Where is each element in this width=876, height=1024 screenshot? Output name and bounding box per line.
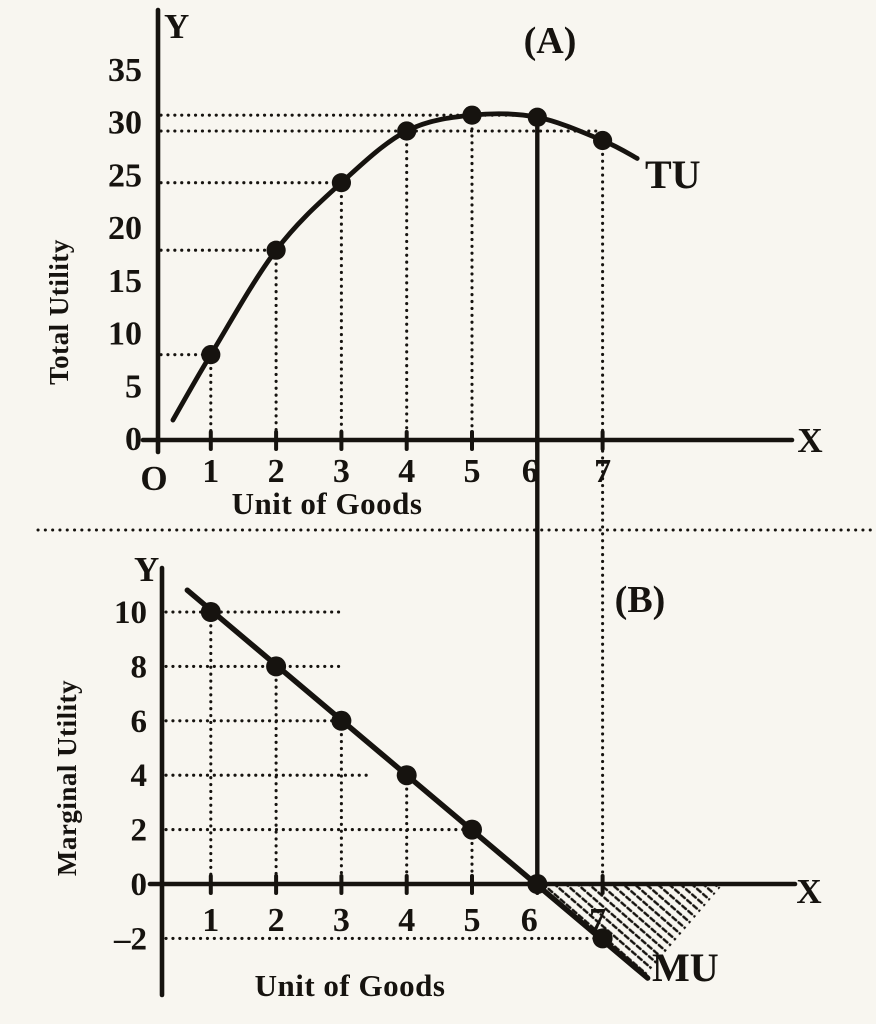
b-ytick-6: 6 (131, 704, 148, 740)
mu-point-x2 (266, 656, 287, 677)
dotted-guide-lines (36, 113, 874, 940)
negative-utility-hatch-region (537, 884, 724, 976)
a-ytick-10: 10 (108, 316, 142, 353)
b-ytick-8: 8 (131, 649, 148, 685)
a-ytick-25: 25 (108, 157, 142, 194)
mu-point-x4 (396, 765, 417, 786)
axes (140, 7, 798, 998)
b-ytick-4: 4 (131, 758, 148, 794)
panel-a-label: (A) (524, 20, 577, 62)
b-xtick-2: 2 (268, 902, 285, 939)
mu-curve-label: MU (652, 945, 719, 990)
a-ytick-15: 15 (108, 263, 142, 300)
b-xtick-5: 5 (464, 902, 481, 939)
mu-point-x6 (527, 874, 548, 894)
a-xtick-7: 7 (594, 453, 611, 490)
a-xtick-6: 6 (522, 453, 539, 490)
a-xtick-2: 2 (268, 453, 285, 490)
tu-curve-label: TU (645, 152, 701, 197)
panel-b-x-axis-title: Unit of Goods (255, 968, 446, 1003)
b-xtick-7: 7 (589, 902, 606, 939)
panel-a-x-axis-title: Unit of Goods (232, 486, 423, 521)
a-xtick-1: 1 (202, 453, 219, 490)
panel-a-y-axis-title: Total Utility (44, 239, 74, 385)
b-ytick--2: –2 (113, 921, 147, 957)
tu-point-x6 (527, 107, 547, 127)
tu-curve (170, 111, 640, 423)
a-ytick-0: 0 (125, 421, 142, 458)
disutility-triangle (537, 884, 724, 976)
data-series (170, 105, 651, 981)
tu-point-x1 (201, 345, 221, 365)
panel-a-x-axis-letter: X (797, 421, 822, 460)
b-ytick-0: 0 (131, 867, 148, 903)
b-xtick-3: 3 (333, 902, 350, 939)
b-xtick-4: 4 (398, 902, 415, 939)
panel-b-y-axis-letter: Y (134, 550, 159, 589)
a-ytick-35: 35 (108, 52, 142, 89)
tu-point-x3 (331, 173, 351, 193)
panel-a-origin-label: O (140, 459, 167, 498)
panel-b-y-axis-title: Marginal Utility (52, 680, 82, 876)
b-ytick-10: 10 (114, 595, 147, 631)
tu-point-x7 (593, 130, 613, 151)
panel-a-y-axis-letter: Y (164, 7, 189, 46)
a-ytick-30: 30 (108, 105, 142, 142)
b-ytick-2: 2 (131, 813, 148, 849)
a-ytick-5: 5 (125, 368, 142, 405)
mu-line (184, 587, 651, 981)
b-xtick-6: 6 (521, 902, 538, 939)
a-xtick-5: 5 (464, 453, 481, 490)
mu-point-x3 (331, 710, 352, 731)
a-xtick-3: 3 (333, 453, 350, 490)
b-xtick-1: 1 (202, 902, 219, 939)
mu-point-x1 (200, 602, 221, 622)
mu-point-x5 (462, 819, 482, 840)
mu-point-x7 (592, 928, 613, 949)
tu-point-x4 (397, 121, 417, 141)
tu-point-x5 (462, 105, 482, 125)
a-ytick-20: 20 (108, 210, 142, 247)
tu-point-x2 (266, 240, 286, 260)
a-xtick-4: 4 (398, 453, 415, 490)
panel-b-x-axis-letter: X (796, 872, 821, 911)
panel-b-label: (B) (615, 579, 666, 621)
